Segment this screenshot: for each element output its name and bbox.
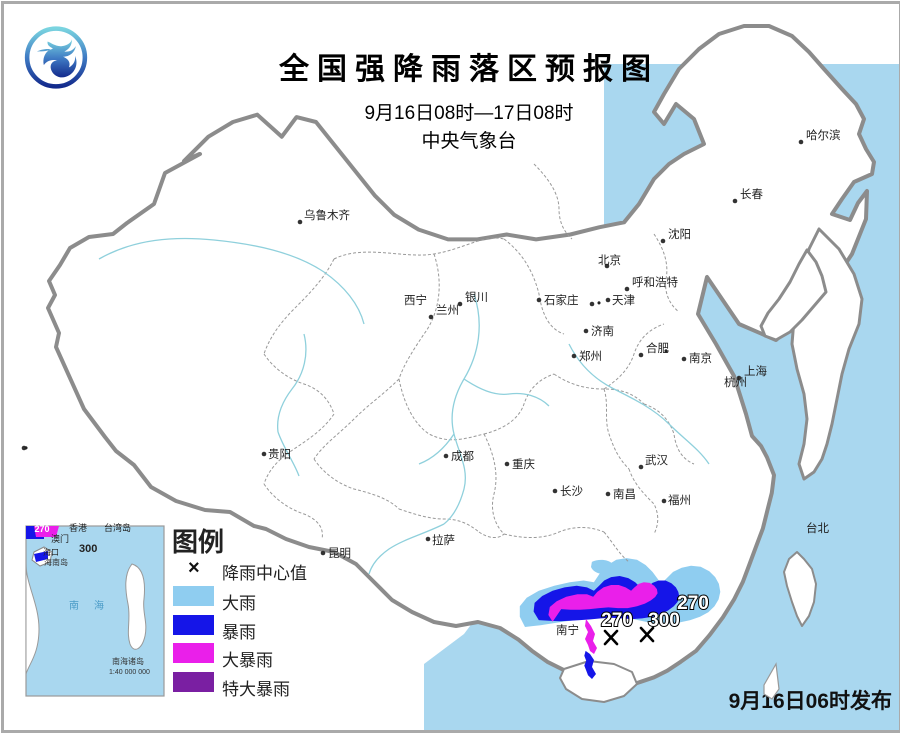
svg-text:济南: 济南: [591, 324, 614, 338]
svg-text:9月16日06时发布: 9月16日06时发布: [729, 689, 892, 713]
svg-text:沈阳: 沈阳: [668, 227, 691, 241]
svg-text:长春: 长春: [740, 188, 763, 201]
svg-text:270: 270: [34, 524, 49, 534]
svg-text:海: 海: [94, 599, 104, 612]
svg-text:昆明: 昆明: [328, 547, 351, 560]
svg-text:兰州: 兰州: [436, 304, 459, 317]
svg-text:天津: 天津: [612, 294, 635, 307]
svg-text:南: 南: [69, 599, 79, 612]
svg-text:海口: 海口: [43, 547, 59, 557]
svg-text:石家庄: 石家庄: [544, 293, 579, 307]
svg-text:南昌: 南昌: [613, 487, 636, 501]
svg-text:成都: 成都: [451, 450, 474, 463]
svg-text:上海: 上海: [744, 364, 767, 378]
svg-text:乌鲁木齐: 乌鲁木齐: [304, 208, 350, 222]
svg-text:300: 300: [79, 543, 97, 555]
svg-text:台北: 台北: [806, 521, 829, 535]
svg-text:270: 270: [677, 593, 709, 614]
svg-text:澳门: 澳门: [51, 533, 69, 544]
svg-text:杭州: 杭州: [724, 375, 747, 389]
svg-text:台湾岛: 台湾岛: [104, 522, 131, 533]
svg-text:北京: 北京: [598, 253, 621, 267]
svg-text:重庆: 重庆: [512, 457, 535, 471]
svg-text:香港: 香港: [69, 522, 87, 533]
svg-text:长沙: 长沙: [560, 485, 583, 498]
svg-text:南海诸岛: 南海诸岛: [112, 656, 144, 666]
svg-text:•: •: [24, 443, 28, 455]
svg-text:270: 270: [601, 610, 633, 631]
svg-text:拉萨: 拉萨: [432, 533, 455, 547]
svg-text:贵阳: 贵阳: [268, 448, 291, 461]
svg-text:南京: 南京: [689, 351, 712, 365]
svg-text:海南岛: 海南岛: [44, 557, 68, 567]
svg-text:呼和浩特: 呼和浩特: [632, 275, 678, 289]
svg-text:福州: 福州: [668, 493, 691, 507]
svg-text:郑州: 郑州: [579, 349, 602, 363]
svg-text:•: •: [597, 298, 601, 310]
svg-text:武汉: 武汉: [645, 454, 668, 467]
svg-text:银川: 银川: [465, 290, 488, 304]
svg-text:1:40 000 000: 1:40 000 000: [109, 669, 150, 676]
svg-text:•: •: [664, 346, 668, 358]
svg-text:南宁: 南宁: [556, 623, 579, 637]
svg-text:西宁: 西宁: [404, 293, 427, 307]
svg-text:300: 300: [648, 610, 680, 631]
